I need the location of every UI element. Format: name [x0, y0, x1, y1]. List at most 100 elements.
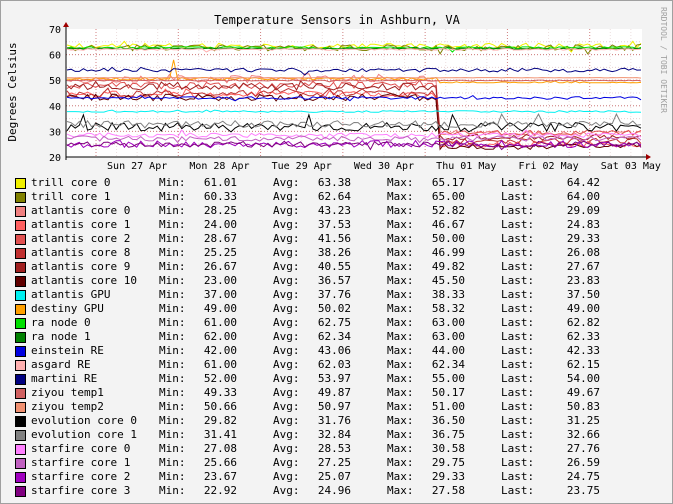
legend-series-name: evolution core 1: [31, 428, 137, 441]
legend-swatch: [15, 486, 26, 497]
series-line-asgard-re: [66, 48, 642, 53]
avg-value: 37.53: [317, 218, 351, 231]
series-line-martini-re: [66, 66, 642, 76]
last-label: Last:: [501, 260, 535, 273]
last-value: 26.59: [566, 456, 600, 469]
legend-row: trill core 1 Min: 60.33 Avg: 62.64 Max: 65.00 L…: [15, 190, 665, 204]
max-label: Max:: [387, 260, 414, 273]
last-value: 31.25: [566, 414, 600, 427]
max-label: Max:: [387, 204, 414, 217]
legend-row: evolution core 0 Min: 29.82 Avg: 31.76 Max: 36…: [15, 414, 665, 428]
last-label: Last:: [501, 414, 535, 427]
chart-title: Temperature Sensors in Ashburn, VA: [214, 13, 460, 27]
min-label: Min:: [159, 302, 186, 315]
series-line-ziyou-temp2: [67, 77, 642, 80]
min-label: Min:: [159, 372, 186, 385]
last-label: Last:: [501, 288, 535, 301]
avg-label: Avg:: [273, 400, 300, 413]
legend-series-name: evolution core 0: [31, 414, 137, 427]
last-value: 62.33: [566, 330, 600, 343]
last-label: Last:: [501, 204, 535, 217]
min-value: 61.01: [203, 176, 237, 189]
max-value: 62.34: [431, 358, 465, 371]
last-value: 49.67: [566, 386, 600, 399]
y-tick-label: 60: [49, 51, 61, 62]
avg-value: 62.03: [317, 358, 351, 371]
legend-swatch: [15, 304, 26, 315]
max-label: Max:: [387, 414, 414, 427]
avg-value: 62.64: [317, 190, 351, 203]
last-label: Last:: [501, 484, 535, 497]
avg-label: Avg:: [273, 428, 300, 441]
avg-label: Avg:: [273, 232, 300, 245]
temperature-chart: Temperature Sensors in Ashburn, VA Degre…: [6, 13, 661, 172]
avg-label: Avg:: [273, 260, 300, 273]
series-line-atlantis-core-1: [66, 88, 642, 148]
legend-series-name: atlantis core 1: [31, 218, 131, 231]
last-value: 64.42: [566, 176, 600, 189]
avg-value: 38.26: [317, 246, 351, 259]
legend-row: atlantis core 1 Min: 24.00 Avg: 37.53 Max: 46.…: [15, 218, 665, 232]
avg-label: Avg:: [273, 288, 300, 301]
min-value: 22.92: [203, 484, 237, 497]
last-value: 64.00: [566, 190, 600, 203]
max-label: Max:: [387, 190, 414, 203]
legend-swatch: [15, 206, 26, 217]
max-label: Max:: [387, 330, 414, 343]
max-label: Max:: [387, 176, 414, 189]
last-label: Last:: [501, 218, 535, 231]
legend-series-name: atlantis core 8: [31, 246, 131, 259]
min-label: Min:: [159, 204, 186, 217]
avg-value: 31.76: [317, 414, 351, 427]
max-value: 49.82: [431, 260, 465, 273]
min-value: 26.67: [203, 260, 237, 273]
last-value: 23.75: [566, 484, 600, 497]
max-value: 29.33: [431, 470, 465, 483]
legend-row: destiny GPU Min: 49.00 Avg: 50.02 Max: 58.32 La…: [15, 302, 665, 316]
max-value: 52.82: [431, 204, 465, 217]
min-label: Min:: [159, 274, 186, 287]
x-tick-label: Sun 27 Apr: [107, 161, 167, 172]
max-label: Max:: [387, 428, 414, 441]
rrdtool-credit: RRDTOOL / TOBI OETIKER: [659, 7, 668, 113]
max-value: 45.50: [431, 274, 465, 287]
min-label: Min:: [159, 484, 186, 497]
avg-label: Avg:: [273, 330, 300, 343]
max-value: 38.33: [431, 288, 465, 301]
last-label: Last:: [501, 232, 535, 245]
last-value: 50.83: [566, 400, 600, 413]
last-value: 24.83: [566, 218, 600, 231]
min-label: Min:: [159, 288, 186, 301]
min-label: Min:: [159, 400, 186, 413]
last-label: Last:: [501, 428, 535, 441]
legend-row: atlantis core 2 Min: 28.67 Avg: 41.56 Max: 50.…: [15, 232, 665, 246]
legend-series-name: atlantis core 9: [31, 260, 131, 273]
avg-label: Avg:: [273, 316, 300, 329]
last-value: 32.66: [566, 428, 600, 441]
legend-series-name: destiny GPU: [31, 302, 104, 315]
max-label: Max:: [387, 232, 414, 245]
legend-series-name: starfire core 3: [31, 484, 131, 497]
avg-value: 41.56: [317, 232, 351, 245]
last-label: Last:: [501, 442, 535, 455]
max-value: 63.00: [431, 316, 465, 329]
min-label: Min:: [159, 344, 186, 357]
y-axis-label: Degrees Celsius: [6, 42, 19, 141]
avg-label: Avg:: [273, 484, 300, 497]
chart-axes: [63, 22, 651, 160]
legend-row: atlantis core 10 Min: 23.00 Avg: 36.57 Max: 45…: [15, 274, 665, 288]
legend-row: ra node 0 Min: 61.00 Avg: 62.75 Max: 63.00 Last…: [15, 316, 665, 330]
x-axis-arrow: [646, 154, 651, 160]
last-label: Last:: [501, 246, 535, 259]
min-value: 60.33: [203, 190, 237, 203]
legend-row: starfire core 3 Min: 22.92 Avg: 24.96 Max: 27.…: [15, 484, 665, 498]
x-tick-label: Tue 29 Apr: [272, 161, 332, 172]
legend-row: evolution core 1 Min: 31.41 Avg: 32.84 Max: 36…: [15, 428, 665, 442]
min-value: 49.00: [203, 302, 237, 315]
max-value: 29.75: [431, 456, 465, 469]
y-tick-label: 40: [49, 102, 61, 113]
legend-series-name: martini RE: [31, 372, 98, 385]
legend-swatch: [15, 332, 26, 343]
min-label: Min:: [159, 386, 186, 399]
y-tick-label: 70: [49, 25, 61, 36]
